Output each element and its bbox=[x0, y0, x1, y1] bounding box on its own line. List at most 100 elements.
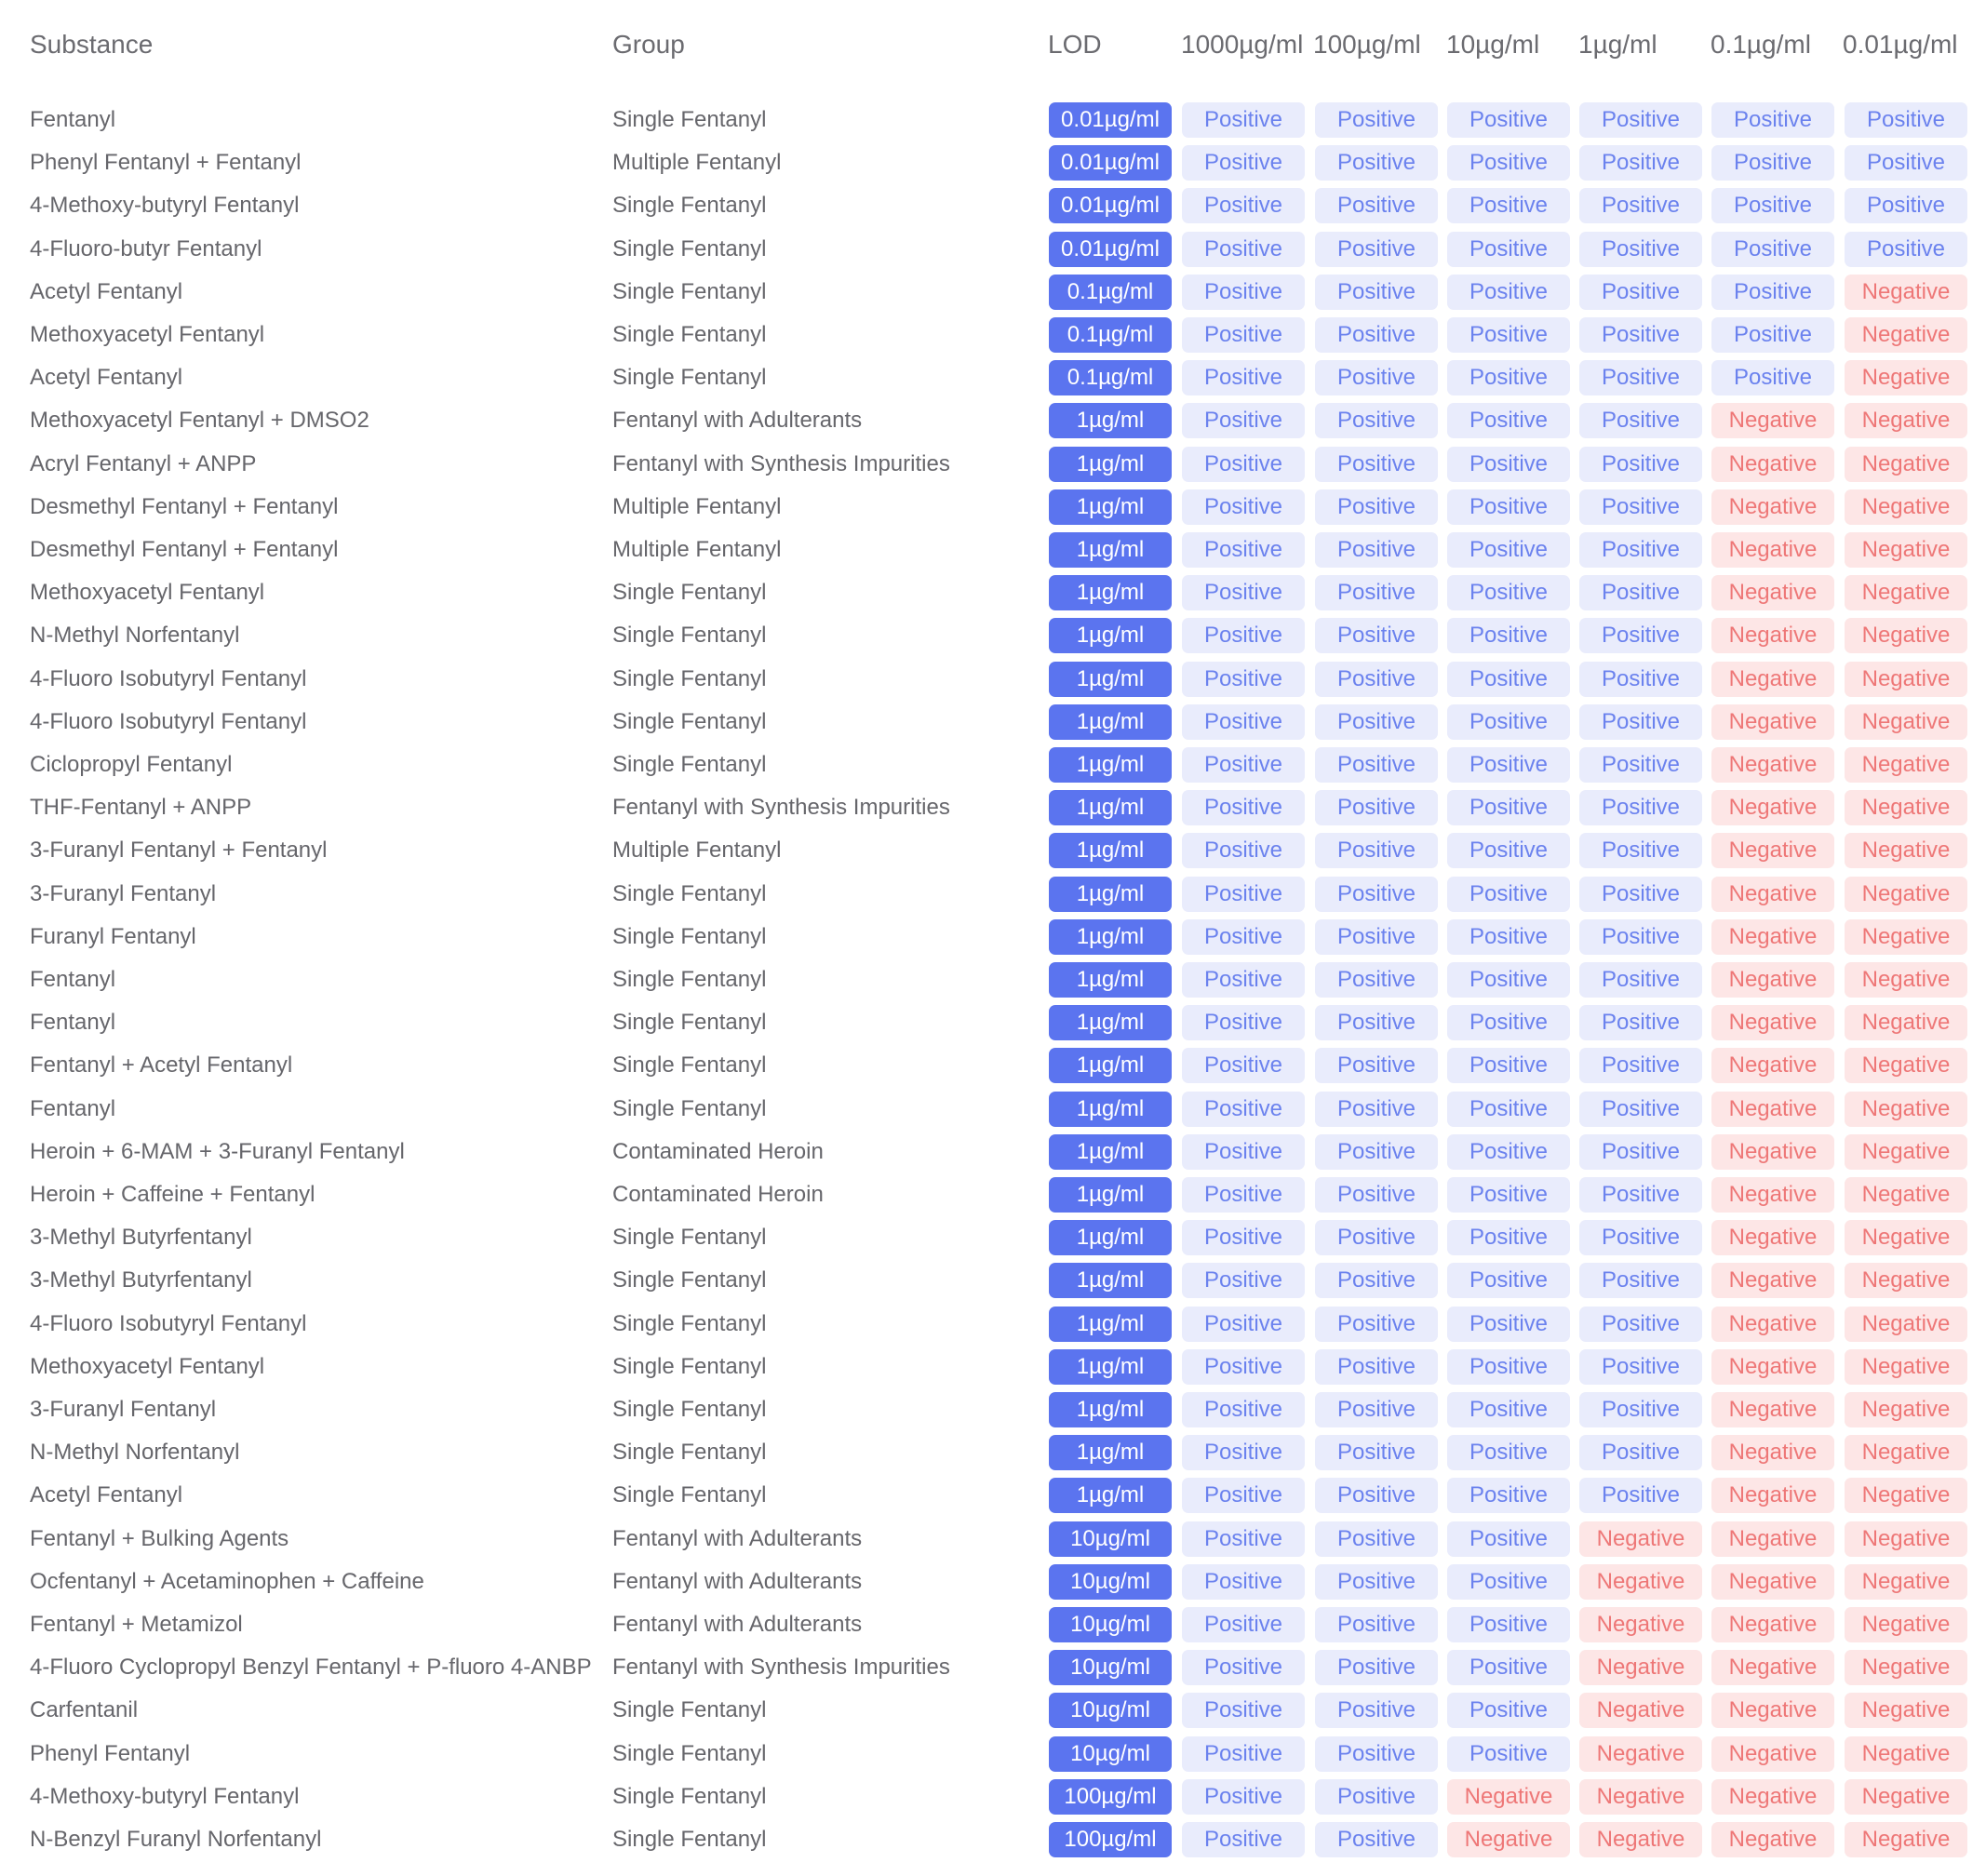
positive-badge: Positive bbox=[1447, 1263, 1570, 1299]
table-row: Fentanyl Single Fentanyl 0.01µg/ml Positive… bbox=[0, 102, 1986, 145]
table-row: Desmethyl Fentanyl + Fentanyl Multiple Fe… bbox=[0, 532, 1986, 575]
group-cell: Fentanyl with Synthesis Impurities bbox=[612, 1655, 950, 1681]
positive-badge: Positive bbox=[1315, 1177, 1438, 1213]
table-row: Desmethyl Fentanyl + Fentanyl Multiple Fe… bbox=[0, 489, 1986, 532]
positive-badge: Positive bbox=[1447, 1435, 1570, 1471]
group-cell: Multiple Fentanyl bbox=[612, 150, 782, 176]
table-header: Substance Group LOD 1000µg/ml 100µg/ml 1… bbox=[0, 0, 1986, 93]
table-row: 4-Fluoro-butyr Fentanyl Single Fentanyl 0.… bbox=[0, 231, 1986, 275]
positive-badge: Positive bbox=[1315, 360, 1438, 396]
group-cell: Single Fentanyl bbox=[612, 1095, 767, 1121]
negative-badge: Negative bbox=[1711, 661, 1834, 697]
negative-badge: Negative bbox=[1845, 918, 1967, 955]
negative-badge: Negative bbox=[1711, 1091, 1834, 1127]
positive-badge: Positive bbox=[1315, 704, 1438, 740]
negative-badge: Negative bbox=[1447, 1822, 1570, 1857]
negative-badge: Negative bbox=[1711, 1005, 1834, 1041]
table-row: N-Methyl Norfentanyl Single Fentanyl 1µg/m… bbox=[0, 618, 1986, 661]
negative-badge: Negative bbox=[1845, 1005, 1967, 1041]
lod-badge: 1µg/ml bbox=[1049, 1177, 1172, 1213]
positive-badge: Positive bbox=[1447, 1133, 1570, 1170]
negative-badge: Negative bbox=[1845, 704, 1967, 740]
positive-badge: Positive bbox=[1447, 360, 1570, 396]
positive-badge: Positive bbox=[1182, 1693, 1305, 1729]
lod-badge: 100µg/ml bbox=[1049, 1778, 1172, 1815]
negative-badge: Negative bbox=[1845, 1563, 1967, 1600]
positive-badge: Positive bbox=[1447, 317, 1570, 353]
header-conc-10: 10µg/ml bbox=[1446, 30, 1540, 59]
group-cell: Single Fentanyl bbox=[612, 1225, 767, 1251]
positive-badge: Positive bbox=[1579, 360, 1702, 396]
header-lod: LOD bbox=[1048, 30, 1102, 59]
negative-badge: Negative bbox=[1845, 1133, 1967, 1170]
positive-badge: Positive bbox=[1447, 1220, 1570, 1256]
positive-badge: Positive bbox=[1182, 1822, 1305, 1857]
lod-badge: 1µg/ml bbox=[1049, 1048, 1172, 1084]
positive-badge: Positive bbox=[1579, 489, 1702, 525]
substance-cell: Ocfentanyl + Acetaminophen + Caffeine bbox=[30, 1568, 424, 1594]
group-cell: Contaminated Heroin bbox=[612, 1138, 824, 1164]
positive-badge: Positive bbox=[1711, 274, 1834, 310]
positive-badge: Positive bbox=[1315, 317, 1438, 353]
lod-badge: 1µg/ml bbox=[1049, 1263, 1172, 1299]
negative-badge: Negative bbox=[1845, 532, 1967, 568]
substance-cell: Desmethyl Fentanyl + Fentanyl bbox=[30, 493, 339, 519]
lod-badge: 0.1µg/ml bbox=[1049, 360, 1172, 396]
group-cell: Single Fentanyl bbox=[612, 1740, 767, 1766]
table-row: Ciclopropyl Fentanyl Single Fentanyl 1µg/m… bbox=[0, 747, 1986, 790]
positive-badge: Positive bbox=[1315, 962, 1438, 998]
positive-badge: Positive bbox=[1182, 876, 1305, 912]
positive-badge: Positive bbox=[1711, 188, 1834, 224]
positive-badge: Positive bbox=[1182, 1220, 1305, 1256]
negative-badge: Negative bbox=[1845, 575, 1967, 611]
lod-badge: 10µg/ml bbox=[1049, 1650, 1172, 1686]
negative-badge: Negative bbox=[1711, 1220, 1834, 1256]
positive-badge: Positive bbox=[1579, 1133, 1702, 1170]
negative-badge: Negative bbox=[1845, 1348, 1967, 1385]
negative-badge: Negative bbox=[1711, 532, 1834, 568]
negative-badge: Negative bbox=[1845, 1478, 1967, 1514]
negative-badge: Negative bbox=[1845, 1735, 1967, 1772]
substance-cell: 4-Fluoro-butyr Fentanyl bbox=[30, 235, 262, 261]
positive-badge: Positive bbox=[1447, 918, 1570, 955]
positive-badge: Positive bbox=[1579, 1435, 1702, 1471]
group-cell: Single Fentanyl bbox=[612, 1440, 767, 1466]
substance-cell: Furanyl Fentanyl bbox=[30, 923, 196, 949]
positive-badge: Positive bbox=[1182, 704, 1305, 740]
lod-badge: 1µg/ml bbox=[1049, 1348, 1172, 1385]
lod-badge: 0.1µg/ml bbox=[1049, 317, 1172, 353]
lod-badge: 1µg/ml bbox=[1049, 1091, 1172, 1127]
positive-badge: Positive bbox=[1315, 1478, 1438, 1514]
group-cell: Single Fentanyl bbox=[612, 1697, 767, 1723]
table-row: Fentanyl + Metamizol Fentanyl with Adulte… bbox=[0, 1607, 1986, 1650]
substance-cell: Heroin + Caffeine + Fentanyl bbox=[30, 1182, 315, 1207]
header-conc-100: 100µg/ml bbox=[1313, 30, 1421, 59]
negative-badge: Negative bbox=[1845, 1091, 1967, 1127]
negative-badge: Negative bbox=[1711, 1348, 1834, 1385]
table-row: Furanyl Fentanyl Single Fentanyl 1µg/ml Pos… bbox=[0, 918, 1986, 962]
table-row: 4-Fluoro Cyclopropyl Benzyl Fentanyl + P… bbox=[0, 1650, 1986, 1693]
substance-cell: Fentanyl + Bulking Agents bbox=[30, 1525, 289, 1551]
group-cell: Single Fentanyl bbox=[612, 322, 767, 347]
substance-cell: Heroin + 6-MAM + 3-Furanyl Fentanyl bbox=[30, 1138, 405, 1164]
positive-badge: Positive bbox=[1315, 1133, 1438, 1170]
header-conc-1: 1µg/ml bbox=[1578, 30, 1657, 59]
negative-badge: Negative bbox=[1711, 1263, 1834, 1299]
positive-badge: Positive bbox=[1315, 1778, 1438, 1815]
positive-badge: Positive bbox=[1579, 231, 1702, 267]
lod-badge: 1µg/ml bbox=[1049, 1133, 1172, 1170]
positive-badge: Positive bbox=[1447, 489, 1570, 525]
positive-badge: Positive bbox=[1315, 1048, 1438, 1084]
negative-badge: Negative bbox=[1711, 575, 1834, 611]
positive-badge: Positive bbox=[1182, 1348, 1305, 1385]
negative-badge: Negative bbox=[1845, 274, 1967, 310]
positive-badge: Positive bbox=[1711, 317, 1834, 353]
lod-badge: 0.01µg/ml bbox=[1049, 102, 1172, 138]
positive-badge: Positive bbox=[1579, 876, 1702, 912]
positive-badge: Positive bbox=[1315, 274, 1438, 310]
negative-badge: Negative bbox=[1845, 1521, 1967, 1557]
negative-badge: Negative bbox=[1711, 1778, 1834, 1815]
positive-badge: Positive bbox=[1579, 1048, 1702, 1084]
group-cell: Single Fentanyl bbox=[612, 1353, 767, 1379]
group-cell: Single Fentanyl bbox=[612, 967, 767, 992]
